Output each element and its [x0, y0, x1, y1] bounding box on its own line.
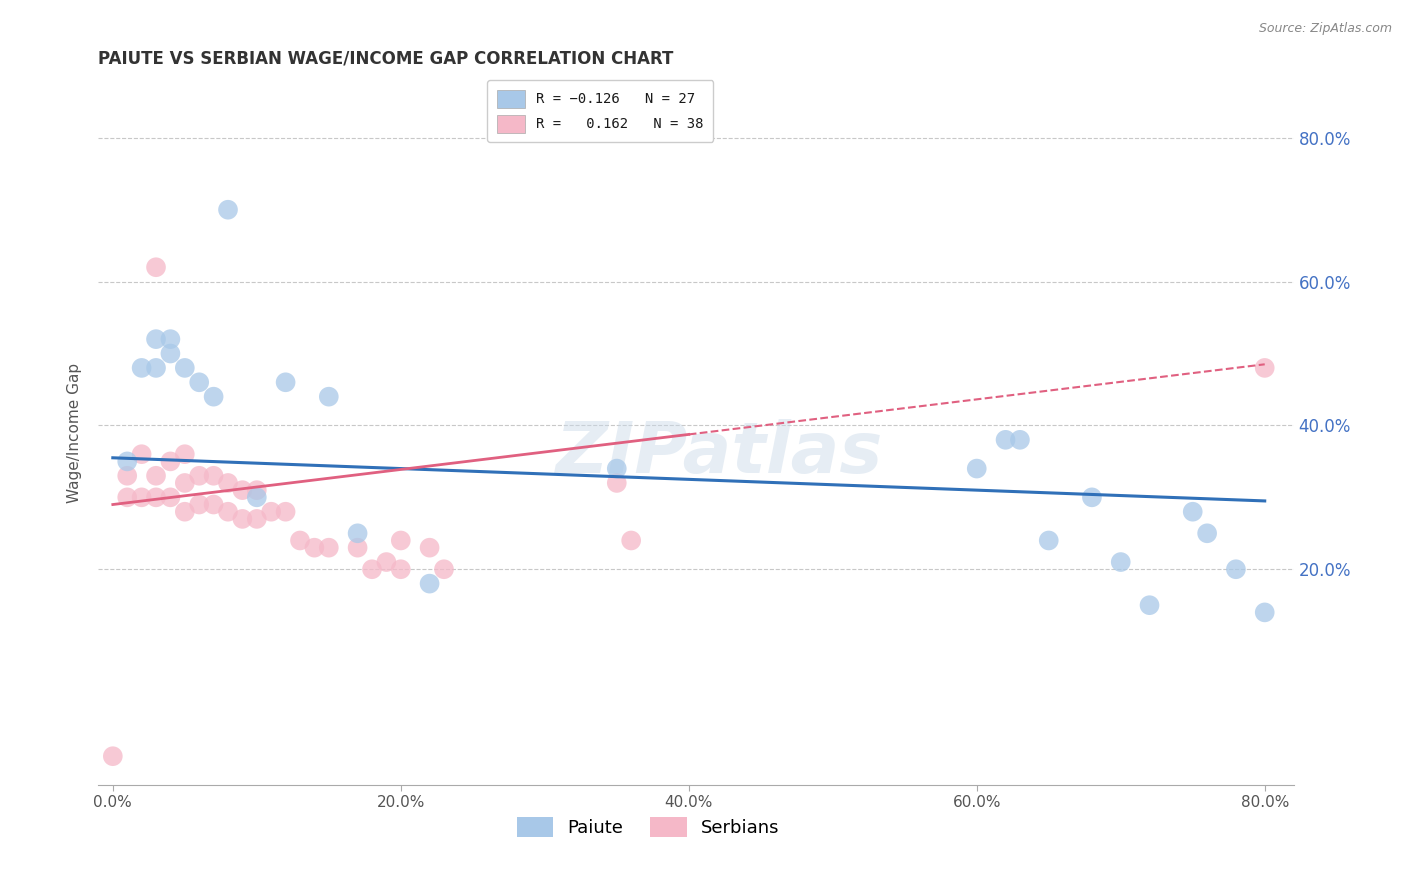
- Point: [231, 512, 253, 526]
- Point: [260, 505, 283, 519]
- Point: [145, 360, 167, 375]
- Point: [202, 498, 225, 512]
- Point: [419, 576, 441, 591]
- Point: [375, 555, 398, 569]
- Point: [288, 533, 311, 548]
- Point: [159, 346, 181, 360]
- Point: [101, 749, 124, 764]
- Point: [606, 461, 628, 475]
- Point: [217, 202, 239, 217]
- Point: [173, 447, 195, 461]
- Point: [145, 332, 167, 346]
- Point: [274, 505, 297, 519]
- Point: [131, 360, 153, 375]
- Point: [1254, 606, 1277, 620]
- Point: [115, 454, 138, 468]
- Point: [966, 461, 988, 475]
- Point: [246, 483, 269, 497]
- Point: [318, 390, 340, 404]
- Point: [159, 332, 181, 346]
- Point: [433, 562, 456, 576]
- Point: [1225, 562, 1247, 576]
- Point: [131, 491, 153, 505]
- Point: [145, 491, 167, 505]
- Point: [620, 533, 643, 548]
- Point: [217, 475, 239, 490]
- Point: [131, 447, 153, 461]
- Point: [173, 505, 195, 519]
- Point: [202, 390, 225, 404]
- Point: [994, 433, 1017, 447]
- Point: [115, 468, 138, 483]
- Point: [231, 483, 253, 497]
- Point: [389, 533, 412, 548]
- Point: [606, 475, 628, 490]
- Point: [246, 491, 269, 505]
- Point: [1109, 555, 1132, 569]
- Text: ZIPatlas: ZIPatlas: [557, 419, 883, 488]
- Point: [145, 260, 167, 275]
- Point: [188, 498, 211, 512]
- Point: [1081, 491, 1104, 505]
- Point: [188, 376, 211, 390]
- Point: [202, 468, 225, 483]
- Legend: Paiute, Serbians: Paiute, Serbians: [508, 807, 789, 847]
- Point: [274, 376, 297, 390]
- Point: [173, 360, 195, 375]
- Point: [346, 526, 368, 541]
- Point: [159, 491, 181, 505]
- Point: [1181, 505, 1204, 519]
- Point: [318, 541, 340, 555]
- Point: [304, 541, 326, 555]
- Point: [188, 468, 211, 483]
- Point: [1008, 433, 1031, 447]
- Point: [1254, 360, 1277, 375]
- Point: [173, 475, 195, 490]
- Point: [115, 491, 138, 505]
- Point: [419, 541, 441, 555]
- Point: [145, 468, 167, 483]
- Text: PAIUTE VS SERBIAN WAGE/INCOME GAP CORRELATION CHART: PAIUTE VS SERBIAN WAGE/INCOME GAP CORREL…: [98, 50, 673, 68]
- Point: [1139, 598, 1161, 612]
- Point: [1197, 526, 1219, 541]
- Y-axis label: Wage/Income Gap: Wage/Income Gap: [67, 362, 83, 503]
- Point: [361, 562, 384, 576]
- Point: [246, 512, 269, 526]
- Text: Source: ZipAtlas.com: Source: ZipAtlas.com: [1258, 22, 1392, 36]
- Point: [159, 454, 181, 468]
- Point: [1038, 533, 1060, 548]
- Point: [389, 562, 412, 576]
- Point: [346, 541, 368, 555]
- Point: [217, 505, 239, 519]
